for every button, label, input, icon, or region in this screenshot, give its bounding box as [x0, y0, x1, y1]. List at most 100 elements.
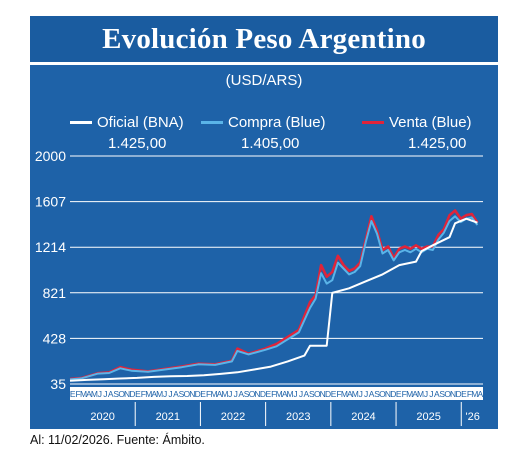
- y-tick-label: 1607: [35, 194, 66, 210]
- month-tick-label: N: [385, 389, 391, 399]
- source-footer: Al: 11/02/2026. Fuente: Ámbito.: [30, 433, 205, 447]
- month-tick-label: M: [91, 389, 98, 399]
- month-tick-label: M: [221, 389, 228, 399]
- month-tick-label: N: [450, 389, 456, 399]
- month-tick-label: J: [359, 389, 363, 399]
- month-tick-label: S: [179, 389, 185, 399]
- legend-swatch-compra: [201, 120, 223, 124]
- month-tick-label: M: [145, 389, 152, 399]
- month-tick-label: J: [228, 389, 232, 399]
- month-tick-label: E: [200, 389, 206, 399]
- year-label: 2024: [351, 411, 375, 423]
- y-tick-label: 2000: [35, 148, 66, 164]
- month-tick-label: J: [429, 389, 433, 399]
- month-tick-label: D: [260, 389, 266, 399]
- month-tick-label: E: [396, 389, 402, 399]
- month-tick-label: S: [374, 389, 380, 399]
- month-tick-label: E: [331, 389, 337, 399]
- legend-label-venta: Venta (Blue): [389, 113, 472, 131]
- month-tick-label: O: [249, 389, 256, 399]
- legend-value-venta: 1.425,00: [408, 135, 467, 152]
- y-tick-label: 821: [43, 285, 67, 301]
- year-label: '26: [466, 411, 480, 423]
- month-tick-label: S: [309, 389, 315, 399]
- month-tick-label: N: [254, 389, 260, 399]
- month-tick-label: A: [434, 389, 440, 399]
- month-tick-label: J: [293, 389, 297, 399]
- month-tick-label: D: [129, 389, 135, 399]
- month-tick-label: F: [206, 389, 211, 399]
- month-tick-label: A: [217, 389, 223, 399]
- month-axis-strip: [70, 387, 483, 400]
- month-tick-label: E: [135, 389, 141, 399]
- month-tick-label: M: [287, 389, 294, 399]
- year-label: 2025: [416, 411, 440, 423]
- month-tick-label: O: [118, 389, 125, 399]
- legend-item-oficial: Oficial (BNA): [70, 113, 184, 131]
- month-tick-label: E: [461, 389, 467, 399]
- legend-label-compra: Compra (Blue): [228, 113, 326, 131]
- month-tick-label: A: [238, 389, 244, 399]
- month-tick-label: E: [70, 389, 76, 399]
- chart-subtitle: (USD/ARS): [225, 72, 303, 89]
- y-tick-label: 428: [43, 330, 67, 346]
- month-tick-label: F: [76, 389, 81, 399]
- series-line-oficial: [69, 217, 478, 382]
- month-tick-label: J: [364, 389, 368, 399]
- month-tick-label: F: [271, 389, 276, 399]
- month-tick-label: O: [444, 389, 451, 399]
- month-tick-label: E: [266, 389, 272, 399]
- month-tick-label: M: [80, 389, 87, 399]
- month-tick-label: M: [341, 389, 348, 399]
- year-label: 2021: [156, 411, 180, 423]
- year-label: 2020: [90, 411, 114, 423]
- month-tick-label: J: [168, 389, 172, 399]
- legend-item-venta: Venta (Blue): [362, 113, 472, 131]
- chart-panel: [30, 16, 498, 429]
- month-tick-label: N: [320, 389, 326, 399]
- month-tick-label: A: [86, 389, 92, 399]
- month-tick-label: A: [412, 389, 418, 399]
- month-tick-label: N: [124, 389, 130, 399]
- month-tick-label: M: [276, 389, 283, 399]
- month-tick-label: S: [244, 389, 250, 399]
- year-label: 2023: [286, 411, 310, 423]
- month-tick-label: D: [325, 389, 331, 399]
- month-tick-label: D: [195, 389, 201, 399]
- month-tick-label: D: [455, 389, 461, 399]
- month-tick-label: F: [336, 389, 341, 399]
- month-tick-label: F: [402, 389, 407, 399]
- month-tick-label: J: [163, 389, 167, 399]
- title-divider: [30, 62, 498, 65]
- legend-swatch-venta: [362, 120, 384, 124]
- month-tick-label: M: [156, 389, 163, 399]
- series-line-compra: [69, 215, 479, 381]
- month-tick-label: J: [424, 389, 428, 399]
- legend-label-oficial: Oficial (BNA): [97, 113, 184, 131]
- month-tick-label: A: [369, 389, 375, 399]
- month-tick-label: M: [417, 389, 424, 399]
- legend-value-compra: 1.405,00: [241, 135, 300, 152]
- month-tick-label: D: [390, 389, 396, 399]
- legend-value-oficial: 1.425,00: [108, 135, 167, 152]
- y-tick-label: 1214: [35, 239, 66, 255]
- month-tick-label: O: [314, 389, 321, 399]
- title-band: Evolución Peso Argentino: [30, 16, 498, 62]
- month-tick-label: M: [352, 389, 359, 399]
- month-tick-label: M: [406, 389, 413, 399]
- month-tick-label: F: [141, 389, 146, 399]
- month-tick-label: O: [184, 389, 191, 399]
- month-tick-label: A: [347, 389, 353, 399]
- chart-title: Evolución Peso Argentino: [102, 22, 426, 55]
- month-tick-label: J: [299, 389, 303, 399]
- legend-item-compra: Compra (Blue): [201, 113, 326, 131]
- month-tick-label: A: [304, 389, 310, 399]
- series-line-venta: [69, 209, 479, 381]
- month-tick-label: J: [103, 389, 107, 399]
- year-label: 2022: [221, 411, 245, 423]
- month-tick-label: A: [282, 389, 288, 399]
- month-tick-label: F: [467, 389, 472, 399]
- month-tick-label: A: [477, 389, 483, 399]
- month-tick-label: A: [108, 389, 114, 399]
